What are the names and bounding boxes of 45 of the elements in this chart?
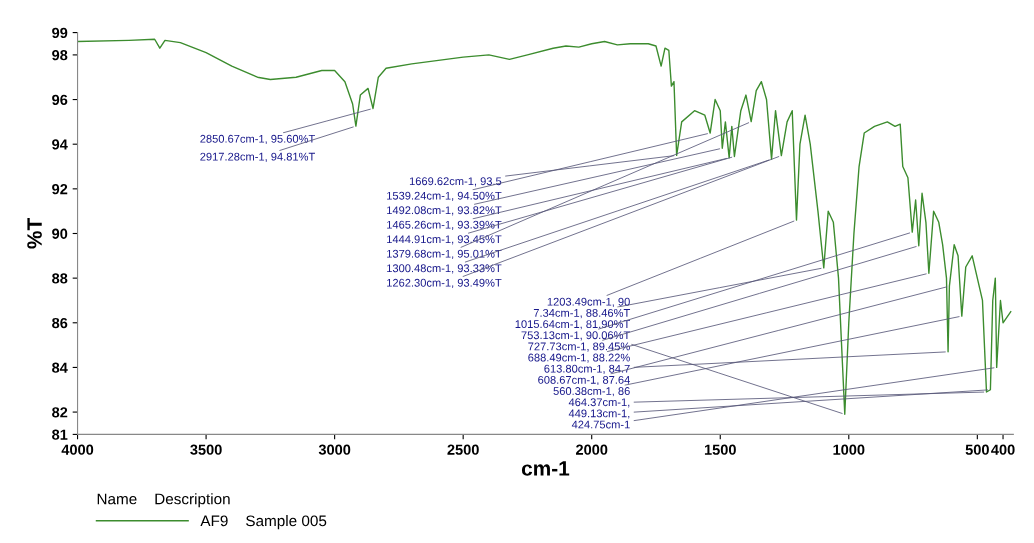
- x-tick-label: 1500: [704, 444, 736, 455]
- x-tick-label: 1000: [833, 444, 865, 455]
- x-axis-title: cm-1: [521, 461, 570, 476]
- text: AF9 Sample 005: [200, 515, 327, 530]
- annotation: 1669.62cm-1, 93.5: [409, 177, 502, 187]
- annotation: 1539.24cm-1, 94.50%T: [387, 191, 502, 201]
- annotation: 1015.64cm-1, 81.90%T: [515, 320, 631, 330]
- y-tick-label: 99: [52, 27, 68, 39]
- annotation: 1465.26cm-1, 93.39%T: [387, 220, 502, 230]
- y-tick-label: 90: [52, 228, 68, 239]
- annotation: 688.49cm-1, 88.22%: [528, 353, 630, 363]
- x-tick-label: 3000: [318, 444, 351, 455]
- x-tick-label: 500: [965, 444, 989, 455]
- annotation: 727.73cm-1, 89.45%: [528, 342, 630, 352]
- legend-title: Name Description: [97, 493, 230, 508]
- annotation: 1444.91cm-1, 93.45%T: [387, 235, 502, 245]
- annotation: 1300.48cm-1, 93.33%T: [387, 264, 502, 274]
- annotation: 1262.30cm-1, 93.49%T: [387, 278, 502, 289]
- annotation: 2917.28cm-1, 94.81%T: [200, 152, 316, 162]
- y-tick-label: 98: [52, 50, 68, 61]
- annotation: 1492.08cm-1, 93.82%T: [387, 206, 502, 216]
- y-tick-label: 92: [52, 183, 68, 195]
- x-tick-label: 400: [991, 444, 1015, 455]
- x-tick-label: 4000: [61, 444, 94, 455]
- annotation: 449.13cm-1,: [568, 409, 630, 419]
- annotation: 424.75cm-1: [571, 420, 630, 429]
- y-tick-label: 84: [52, 362, 68, 373]
- y-axis-title: %T: [27, 218, 42, 249]
- annotation: 464.37cm-1,: [568, 398, 630, 408]
- annotation: 560.38cm-1, 86: [553, 387, 630, 397]
- annotation: 613.80cm-1, 84.7: [544, 364, 630, 374]
- x-tick-label: 3500: [190, 444, 222, 455]
- x-tick-label: 2000: [576, 444, 608, 455]
- y-tick-label: 94: [52, 139, 68, 150]
- annotation: 608.67cm-1, 87.64: [538, 375, 630, 386]
- y-tick-label: 96: [52, 94, 68, 105]
- x-tick-label: 2500: [447, 444, 479, 455]
- y-tick-label: 81: [52, 429, 68, 440]
- y-tick-label: 82: [52, 407, 68, 418]
- annotation: 7.34cm-1, 88.46%T: [533, 308, 631, 319]
- annotation: 2850.67cm-1, 95.60%T: [200, 134, 316, 145]
- annotation: 1203.49cm-1, 90: [547, 297, 630, 307]
- y-tick-label: 86: [52, 317, 68, 329]
- y-tick-label: 88: [52, 273, 68, 284]
- annotation: 753.13cm-1, 90.06%T: [521, 331, 631, 341]
